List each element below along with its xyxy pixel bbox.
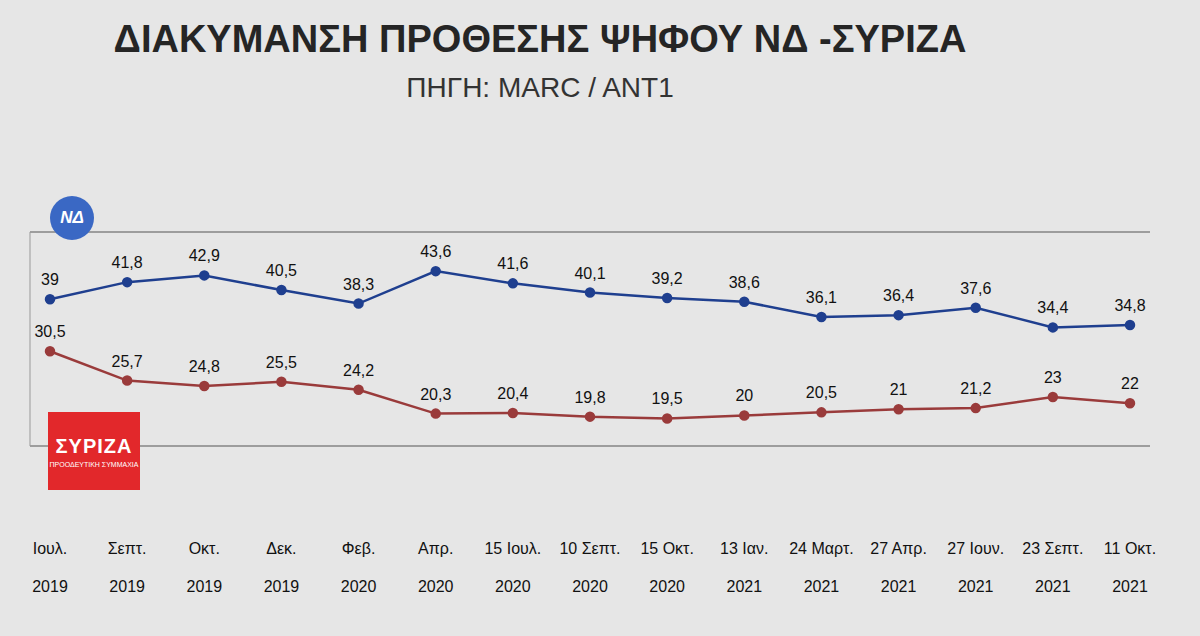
svg-text:25,7: 25,7 <box>112 353 143 370</box>
svg-text:43,6: 43,6 <box>420 243 451 260</box>
svg-text:27 Απρ.: 27 Απρ. <box>870 540 927 557</box>
svg-text:2020: 2020 <box>418 578 454 595</box>
svg-text:23: 23 <box>1044 369 1062 386</box>
svg-text:37,6: 37,6 <box>960 280 991 297</box>
svg-text:21: 21 <box>890 381 908 398</box>
svg-text:13 Ιαν.: 13 Ιαν. <box>720 540 768 557</box>
svg-text:2019: 2019 <box>186 578 222 595</box>
svg-text:42,9: 42,9 <box>189 247 220 264</box>
svg-text:20,3: 20,3 <box>420 386 451 403</box>
svg-text:34,8: 34,8 <box>1114 297 1145 314</box>
svg-text:34,4: 34,4 <box>1037 299 1068 316</box>
svg-text:40,1: 40,1 <box>574 265 605 282</box>
svg-text:2020: 2020 <box>649 578 685 595</box>
svg-text:39,2: 39,2 <box>652 270 683 287</box>
html-text:ΔΙΑΚΥΜΑΝΣΗ ΠΡΟΘΕΣΗΣ ΨΗΦΟΥ ΝΔ -: ΔΙΑΚΥΜΑΝΣΗ ΠΡΟΘΕΣΗΣ ΨΗΦΟΥ ΝΔ -ΣΥΡΙΖΑ <box>113 18 967 60</box>
html-text:ΠΗΓΗ: MARC / ANT1: ΠΗΓΗ: MARC / ANT1 <box>406 72 674 103</box>
svg-text:2019: 2019 <box>109 578 145 595</box>
svg-text:11 Οκτ.: 11 Οκτ. <box>1104 540 1156 557</box>
svg-text:36,1: 36,1 <box>806 289 837 306</box>
svg-text:40,5: 40,5 <box>266 262 297 279</box>
svg-text:2021: 2021 <box>804 578 840 595</box>
svg-text:Σεπτ.: Σεπτ. <box>108 540 147 557</box>
svg-text:2021: 2021 <box>1112 578 1148 595</box>
svg-text:24,2: 24,2 <box>343 362 374 379</box>
svg-text:Οκτ.: Οκτ. <box>189 540 220 557</box>
svg-text:2019: 2019 <box>32 578 68 595</box>
svg-text:2021: 2021 <box>881 578 917 595</box>
svg-text:10 Σεπτ.: 10 Σεπτ. <box>559 540 620 557</box>
svg-text:19,8: 19,8 <box>574 389 605 406</box>
svg-text:36,4: 36,4 <box>883 287 914 304</box>
svg-text:2021: 2021 <box>1035 578 1071 595</box>
svg-text:Απρ.: Απρ. <box>418 540 453 557</box>
svg-text:30,5: 30,5 <box>34 323 65 340</box>
svg-text:27 Ιουν.: 27 Ιουν. <box>947 540 1004 557</box>
svg-text:Ιουλ.: Ιουλ. <box>33 540 68 557</box>
svg-text:Φεβ.: Φεβ. <box>342 540 376 557</box>
svg-text:21,2: 21,2 <box>960 380 991 397</box>
svg-text:25,5: 25,5 <box>266 354 297 371</box>
html-text:ΣΥΡΙΖΑ: ΣΥΡΙΖΑ <box>55 434 133 457</box>
svg-text:2020: 2020 <box>572 578 608 595</box>
svg-text:15 Ιουλ.: 15 Ιουλ. <box>484 540 541 557</box>
svg-text:39: 39 <box>41 271 59 288</box>
svg-text:2020: 2020 <box>341 578 377 595</box>
html-text:ΝΔ: ΝΔ <box>60 208 84 227</box>
svg-text:Δεκ.: Δεκ. <box>266 540 296 557</box>
svg-text:15 Οκτ.: 15 Οκτ. <box>640 540 693 557</box>
svg-text:24 Μαρτ.: 24 Μαρτ. <box>789 540 853 557</box>
svg-text:22: 22 <box>1121 375 1139 392</box>
svg-text:20,5: 20,5 <box>806 384 837 401</box>
svg-text:41,6: 41,6 <box>497 255 528 272</box>
svg-text:38,6: 38,6 <box>729 274 760 291</box>
svg-text:2020: 2020 <box>495 578 531 595</box>
svg-text:2019: 2019 <box>264 578 300 595</box>
svg-text:41,8: 41,8 <box>112 254 143 271</box>
html-text:ΠΡΟΟΔΕΥΤΙΚΗ ΣΥΜΜΑΧΙΑ: ΠΡΟΟΔΕΥΤΙΚΗ ΣΥΜΜΑΧΙΑ <box>49 460 139 468</box>
svg-text:20: 20 <box>735 387 753 404</box>
svg-text:19,5: 19,5 <box>652 390 683 407</box>
svg-text:2021: 2021 <box>726 578 762 595</box>
svg-text:2021: 2021 <box>958 578 994 595</box>
svg-text:38,3: 38,3 <box>343 276 374 293</box>
svg-text:23 Σεπτ.: 23 Σεπτ. <box>1022 540 1083 557</box>
svg-text:24,8: 24,8 <box>189 358 220 375</box>
svg-text:20,4: 20,4 <box>497 385 528 402</box>
